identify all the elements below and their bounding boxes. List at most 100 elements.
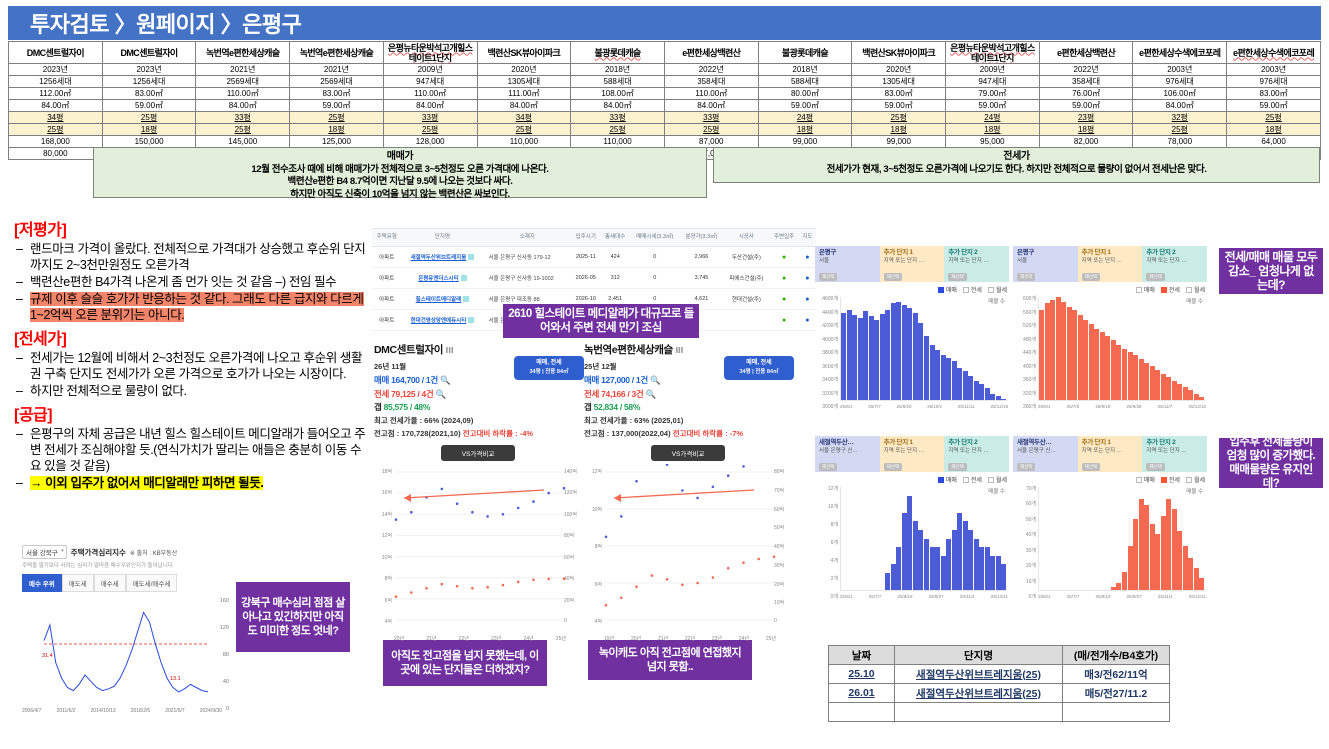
listing-complex-name[interactable]: 힐스테이트메디알래 (401, 288, 484, 310)
supply-chip-reselect-button[interactable]: 재선택 (1017, 463, 1036, 471)
supply-chip[interactable]: 추가 단지 1 지역 또는 단지 … 재선택 (1077, 246, 1143, 282)
region-select[interactable]: 서울 강북구 (22, 545, 67, 559)
supply-chip[interactable]: 추가 단지 2 지역 또는 단지 … 재선택 (1142, 436, 1208, 472)
supply-chip-reselect-button[interactable]: 재선택 (819, 273, 838, 281)
location-pin-icon[interactable]: ● (781, 316, 787, 324)
supply-legend[interactable]: 매매 전세 월세 (815, 285, 1007, 294)
listing-link[interactable]: 은평유엔더스시티 (418, 276, 459, 282)
apt-filter-pill[interactable]: 매매, 전세 34평 | 전용 84㎡ (724, 356, 794, 380)
supply-chip[interactable]: 새절역두산… 서울 은평구 신… 재선택 (1013, 436, 1078, 472)
map-pin-icon[interactable]: ● (805, 253, 810, 261)
listing-nearby-pin[interactable]: ● (769, 309, 799, 331)
table-row[interactable]: 아파트 새절역두산위브트레지움 서울 은평구 신사동 179-12 2025-11 42… (372, 246, 816, 268)
listing-nearby-pin[interactable]: ● (769, 246, 799, 268)
legend-checkbox-icon[interactable] (1135, 477, 1142, 483)
supply-chip[interactable]: 추가 단지 1 지역 또는 단지 … 재선택 (1077, 436, 1143, 472)
location-pin-icon[interactable]: ● (781, 295, 787, 303)
listing-nearby-pin[interactable]: ● (769, 288, 799, 310)
supply-chip-reselect-button[interactable]: 재선택 (948, 463, 967, 471)
supply-chip-reselect-button[interactable]: 재선택 (1146, 273, 1165, 281)
supply-legend[interactable]: 매매 전세 월세 (1013, 285, 1205, 294)
location-pin-icon[interactable]: ● (781, 253, 787, 261)
supply-legend[interactable]: 매매 전세 월세 (815, 475, 1007, 484)
supply-chip-reselect-button[interactable]: 재선택 (883, 463, 903, 471)
listing-link[interactable]: 현대건영상암엔에듀시티 (410, 318, 467, 324)
listing-complex-name[interactable]: 새절역두산위브트레지움 (401, 246, 484, 268)
supply-chip[interactable]: 추가 단지 1 지역 또는 단지 … 재선택 (879, 246, 945, 282)
listing-map-pin[interactable]: ● (798, 246, 816, 268)
legend-item[interactable]: 매매 (937, 285, 957, 294)
legend-item[interactable]: 전세 (962, 475, 982, 484)
supply-chip-reselect-button[interactable]: 재선택 (1146, 463, 1165, 471)
map-pin-icon[interactable]: ● (805, 274, 810, 282)
supply-bar (907, 495, 913, 590)
search-icon[interactable]: 🔍 (435, 388, 447, 399)
vs-compare-button[interactable]: VS가격비교 (441, 445, 515, 461)
listing-nearby-pin[interactable]: ● (769, 267, 799, 289)
legend-checkbox-icon[interactable] (1135, 287, 1142, 293)
info-icon[interactable]: ⅠⅠⅠ (445, 346, 454, 355)
sentiment-tab[interactable]: 매수세 (93, 574, 126, 592)
legend-checkbox-icon[interactable] (962, 287, 969, 293)
search-icon[interactable]: 🔍 (645, 388, 657, 399)
map-pin-icon[interactable]: ● (805, 316, 810, 324)
supply-chip-reselect-button[interactable]: 재선택 (819, 463, 838, 471)
supply-y-tick: 60개 (1025, 501, 1036, 508)
legend-checkbox-icon[interactable] (937, 477, 944, 483)
legend-checkbox-icon[interactable] (1160, 477, 1167, 483)
supply-legend[interactable]: 매매 전세 월세 (1013, 475, 1205, 484)
supply-chip[interactable]: 은평구 서울 재선택 (1013, 246, 1078, 282)
legend-item[interactable]: 매매 (1135, 285, 1155, 294)
legend-checkbox-icon[interactable] (987, 477, 994, 483)
listing-map-pin[interactable]: ● (798, 288, 816, 310)
legend-item[interactable]: 전세 (962, 285, 982, 294)
legend-checkbox-icon[interactable] (1160, 287, 1167, 293)
listing-link[interactable]: 힐스테이트메디알래 (415, 297, 462, 303)
listing-map-pin[interactable]: ● (798, 309, 816, 331)
listing-link[interactable]: 새절역두산위브트레지움 (410, 255, 467, 261)
supply-chip-reselect-button[interactable]: 재선택 (1017, 273, 1036, 281)
supply-bar (1199, 396, 1205, 400)
chart-x-tick: 21년 (657, 636, 669, 642)
legend-item[interactable]: 월세 (1185, 285, 1205, 294)
supply-chip[interactable]: 추가 단지 1 지역 또는 단지 … 재선택 (879, 436, 945, 472)
listing-complex-name[interactable]: 은평유엔더스시티 (401, 267, 484, 289)
apt-filter-pill[interactable]: 매매, 전세 34평 | 전용 84㎡ (514, 356, 584, 380)
legend-checkbox-icon[interactable] (1185, 477, 1192, 483)
search-icon[interactable]: 🔍 (439, 375, 451, 385)
search-icon[interactable]: 🔍 (649, 375, 661, 385)
legend-checkbox-icon[interactable] (937, 287, 944, 293)
supply-chip-reselect-button[interactable]: 재선택 (1081, 463, 1101, 471)
vs-compare-button[interactable]: VS가격비교 (651, 445, 725, 461)
legend-checkbox-icon[interactable] (1185, 287, 1192, 293)
supply-chip-reselect-button[interactable]: 재선택 (1081, 273, 1101, 281)
sentiment-tab[interactable]: 매수 우위 (22, 574, 62, 592)
supply-chip-reselect-button[interactable]: 재선택 (883, 273, 903, 281)
supply-chip[interactable]: 추가 단지 2 지역 또는 단지 … 재선택 (944, 436, 1010, 472)
legend-item[interactable]: 매매 (1135, 475, 1155, 484)
supply-chip[interactable]: 추가 단지 2 지역 또는 단지 … 재선택 (1142, 246, 1208, 282)
legend-checkbox-icon[interactable] (987, 287, 994, 293)
legend-item[interactable]: 매매 (937, 475, 957, 484)
sentiment-tab[interactable]: 매도세/매수세 (125, 574, 178, 592)
map-pin-icon[interactable]: ● (805, 295, 810, 303)
legend-checkbox-icon[interactable] (962, 477, 969, 483)
legend-item[interactable]: 전세 (1160, 475, 1180, 484)
supply-chip[interactable]: 추가 단지 2 지역 또는 단지 … 재선택 (944, 246, 1010, 282)
table-row[interactable]: 아파트 은평유엔더스시티 서울 은평구 신사동 19-1002 2026-05 312 0… (372, 267, 816, 289)
legend-item[interactable]: 월세 (987, 285, 1007, 294)
location-pin-icon[interactable]: ● (781, 274, 787, 282)
legend-item[interactable]: 월세 (1185, 475, 1205, 484)
analysis-heading-jeonse: [전세가] (14, 331, 67, 348)
listing-complex-name[interactable]: 현대건영상암엔에듀시티 (401, 309, 484, 331)
supply-chip[interactable]: 은평구 서울 재선택 (815, 246, 880, 282)
supply-chip[interactable]: 새절역두산… 서울 은평구 신… 재선택 (815, 436, 880, 472)
legend-item[interactable]: 전세 (1160, 285, 1180, 294)
sentiment-tabs[interactable]: 매수 우위 매도세 매수세 매도세/매수세 (22, 574, 230, 592)
info-icon[interactable]: ⅠⅠⅠ (675, 346, 684, 355)
sentiment-tab[interactable]: 매도세 (61, 574, 94, 592)
supply-chip-reselect-button[interactable]: 재선택 (948, 273, 967, 281)
listing-map-pin[interactable]: ● (798, 267, 816, 289)
legend-item[interactable]: 월세 (987, 475, 1007, 484)
chart-x-tick: 22년 (684, 636, 696, 642)
